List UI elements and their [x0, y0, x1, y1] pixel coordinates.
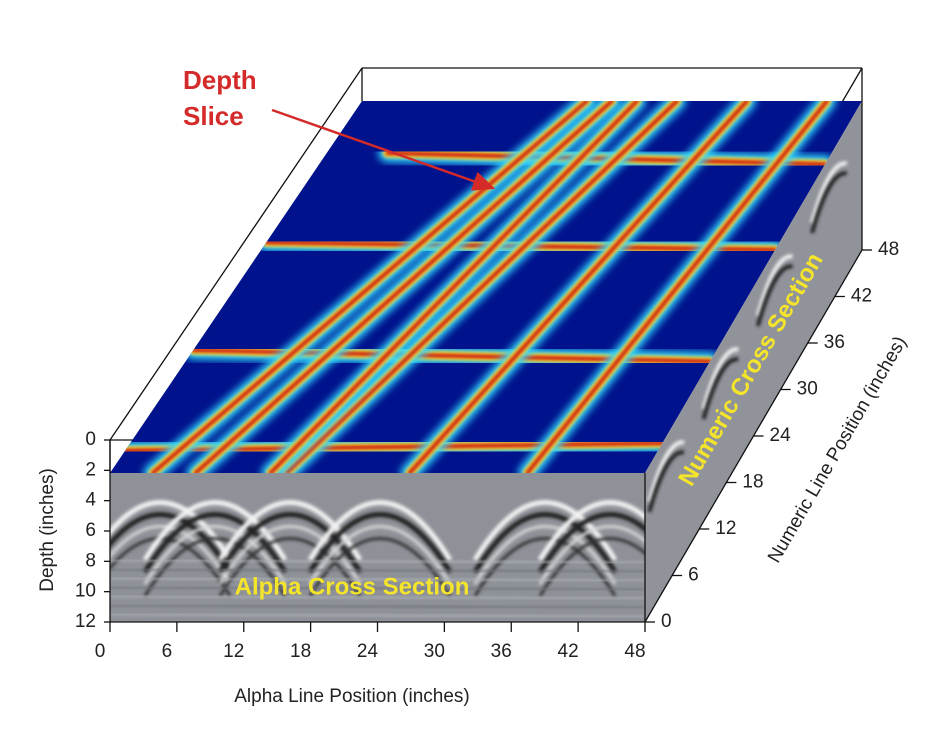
y-tick-label: 0	[85, 429, 96, 450]
hyperbola	[142, 500, 288, 562]
hyperbola	[110, 512, 233, 574]
hyperbola	[755, 254, 793, 317]
y-axis-label: Depth (inches)	[37, 468, 58, 592]
hyperbola	[217, 512, 363, 574]
annotation-arrow	[271, 108, 496, 191]
hyperbola	[810, 171, 848, 234]
texture	[110, 586, 645, 591]
hyperbola	[307, 512, 453, 574]
box-edge	[109, 67, 363, 441]
hyperbola	[537, 500, 645, 562]
rebar-trace	[150, 101, 589, 473]
hyperbola	[472, 512, 618, 574]
numeric-hyperbolas	[647, 161, 848, 513]
annotation: Slice	[183, 101, 244, 131]
hyperbola	[755, 264, 793, 327]
texture	[110, 577, 645, 582]
x-tick-label: 24	[357, 641, 379, 662]
x-tick-label: 6	[162, 641, 173, 662]
rebar-trace	[284, 101, 679, 473]
x-tick-label: 36	[491, 641, 512, 662]
z-tick-label: 36	[824, 332, 845, 353]
hyperbola	[647, 450, 685, 513]
hyperbola	[218, 525, 362, 585]
y-tick-label: 10	[75, 581, 96, 602]
hyperbola	[110, 500, 233, 562]
hyperbola	[307, 500, 453, 562]
y-tick-label: 8	[85, 550, 96, 571]
hyperbola	[308, 525, 452, 585]
z-tick-label: 6	[688, 565, 699, 586]
hyperbola	[142, 512, 288, 574]
rebar-trace	[193, 101, 614, 473]
annotation: Depth	[183, 65, 257, 95]
rebar-trace	[407, 101, 749, 473]
x-tick-label: 0	[95, 641, 106, 662]
hyperbola	[110, 525, 232, 585]
z-tick-label: 42	[851, 286, 872, 307]
hyperbola	[701, 357, 739, 420]
x-tick-label: 30	[424, 641, 445, 662]
z-tick-label: 0	[661, 611, 672, 632]
hyperbola	[217, 500, 363, 562]
z-tick-label: 30	[797, 379, 818, 400]
hyperbola	[472, 500, 618, 562]
texture	[110, 559, 645, 564]
texture	[110, 595, 645, 600]
annotation: Alpha Cross Section	[235, 573, 470, 600]
slice-rebar	[116, 101, 862, 473]
hyperbola	[538, 525, 645, 585]
z-tick-label: 18	[742, 472, 763, 493]
z-tick-label: 12	[715, 518, 736, 539]
x-axis-label: Alpha Line Position (inches)	[234, 686, 470, 707]
texture	[110, 604, 645, 609]
hyperbola	[537, 512, 645, 574]
y-tick-label: 6	[85, 520, 96, 541]
y-tick-label: 2	[85, 459, 96, 480]
hyperbola	[473, 525, 617, 585]
x-tick-label: 48	[624, 641, 645, 662]
rebar-trace	[525, 101, 829, 473]
hyperbola	[701, 347, 739, 410]
rebar-trace	[268, 101, 639, 473]
hyperbola	[647, 440, 685, 503]
y-tick-label: 4	[85, 490, 96, 511]
hyperbola	[143, 525, 287, 585]
z-tick-label: 48	[878, 239, 899, 260]
x-tick-label: 18	[290, 641, 311, 662]
alpha-hyperbolas	[110, 500, 645, 618]
hyperbola	[810, 161, 848, 224]
texture	[110, 568, 645, 573]
x-tick-label: 42	[558, 641, 579, 662]
z-tick-label: 24	[770, 425, 792, 446]
numeric-cross-section	[645, 101, 862, 622]
y-tick-label: 12	[75, 611, 96, 632]
texture	[110, 613, 645, 618]
x-tick-label: 12	[223, 641, 244, 662]
